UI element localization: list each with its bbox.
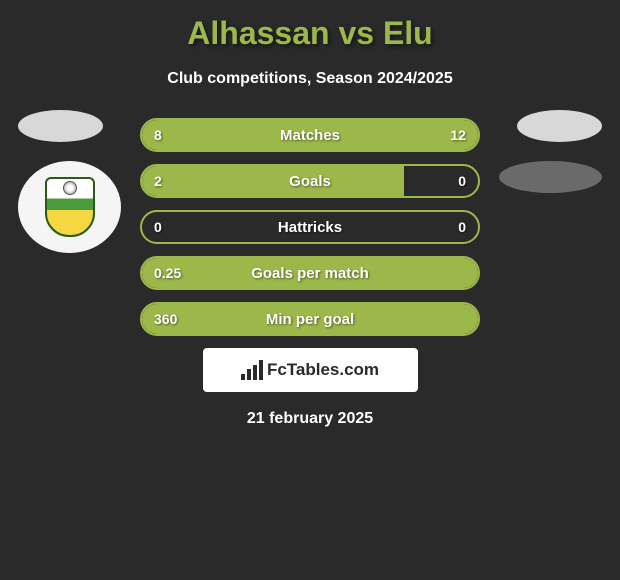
- watermark-text: FcTables.com: [267, 360, 379, 380]
- stats-container: 8 Matches 12 2 Goals 0 0 Hattricks 0 0: [140, 118, 480, 336]
- stat-row-matches: 8 Matches 12: [140, 118, 480, 152]
- stat-row-gpm: 0.25 Goals per match: [140, 256, 480, 290]
- stat-row-goals: 2 Goals 0: [140, 164, 480, 198]
- stat-label: Matches: [280, 127, 340, 144]
- stat-label: Min per goal: [266, 311, 354, 328]
- watermark: FcTables.com: [203, 348, 418, 392]
- stat-right-value: 0: [458, 219, 466, 235]
- club-left-crest: [18, 161, 121, 253]
- stat-right-value: 12: [450, 127, 466, 143]
- stat-left-value: 0: [154, 219, 162, 235]
- stat-row-hattricks: 0 Hattricks 0: [140, 210, 480, 244]
- club-right-crest: [499, 161, 602, 193]
- stat-label: Hattricks: [278, 219, 342, 236]
- ball-icon: [63, 181, 77, 195]
- bar-chart-icon: [241, 360, 263, 380]
- stat-left-value: 8: [154, 127, 162, 143]
- page-title: Alhassan vs Elu: [0, 15, 620, 52]
- stat-left-value: 360: [154, 311, 177, 327]
- stat-left-value: 2: [154, 173, 162, 189]
- subtitle: Club competitions, Season 2024/2025: [0, 70, 620, 88]
- player-left-avatar: [18, 110, 103, 142]
- stat-left-value: 0.25: [154, 265, 181, 281]
- stat-label: Goals: [289, 173, 331, 190]
- stat-right-value: 0: [458, 173, 466, 189]
- stat-fill-left: [142, 120, 276, 150]
- stat-label: Goals per match: [251, 265, 369, 282]
- stat-fill-left: [142, 166, 404, 196]
- player-right-avatar: [517, 110, 602, 142]
- stat-row-mpg: 360 Min per goal: [140, 302, 480, 336]
- footer-date: 21 february 2025: [0, 410, 620, 428]
